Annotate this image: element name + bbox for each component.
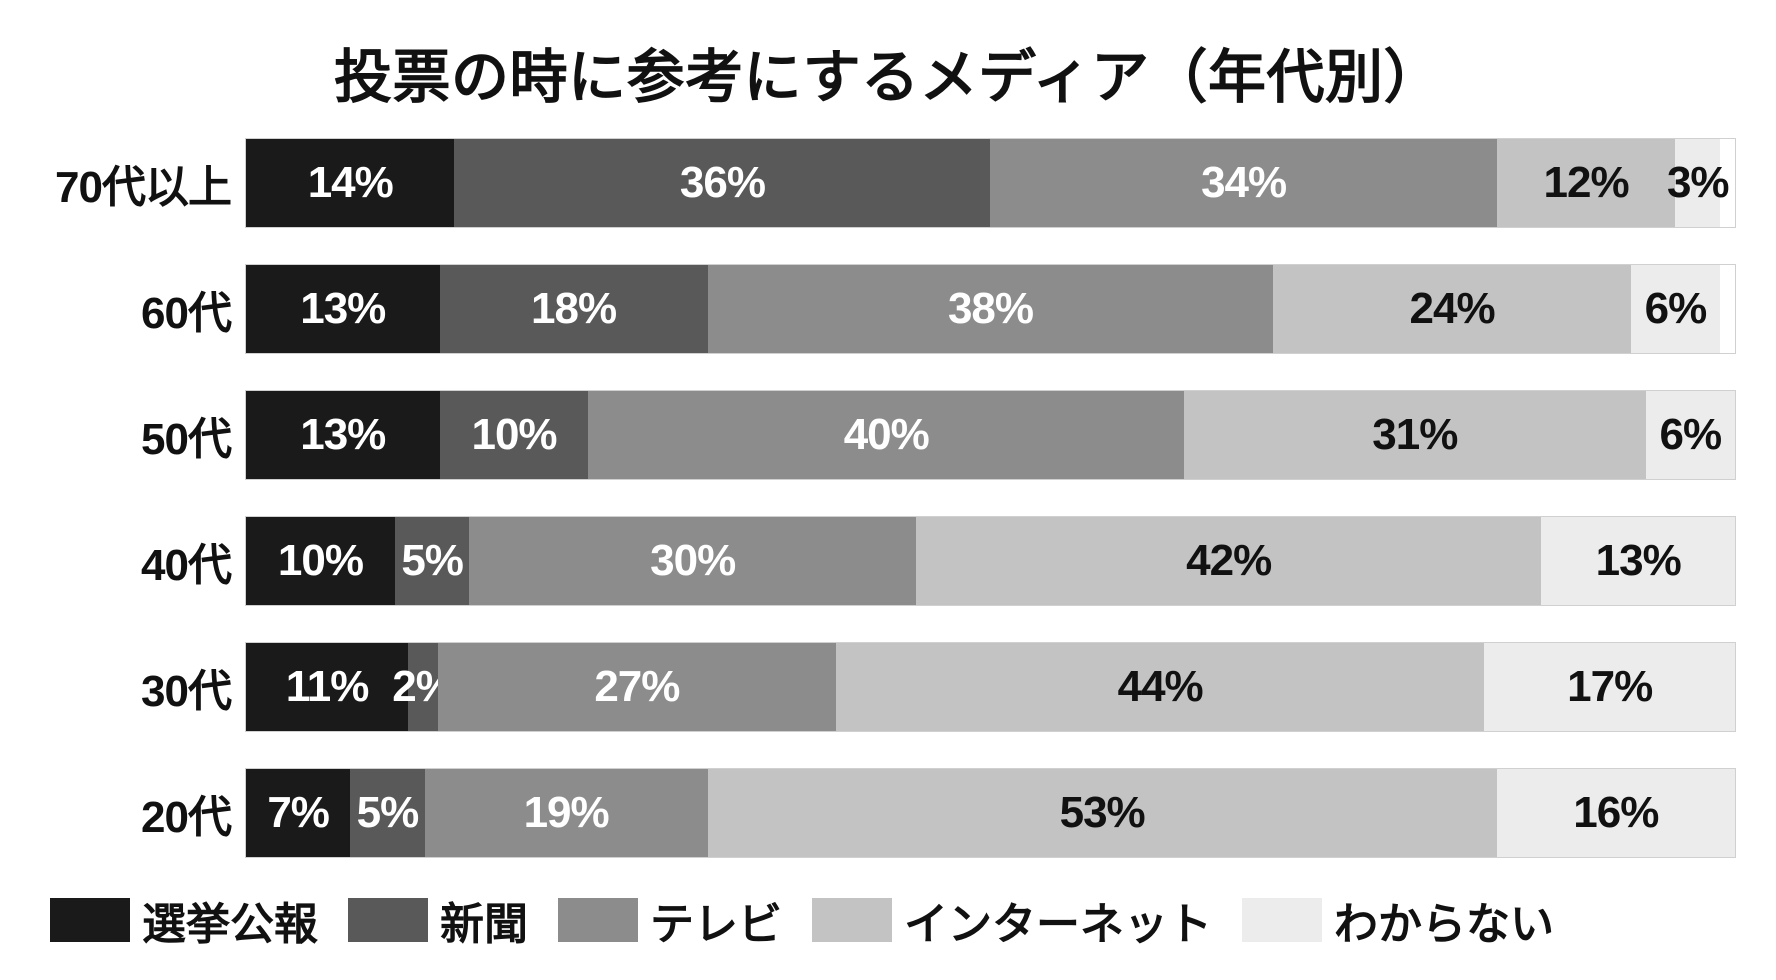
row-label: 50代 [50, 403, 245, 467]
bar-segment-newspaper: 18% [440, 265, 708, 353]
segment-value: 53% [1060, 788, 1145, 838]
chart-legend: 選挙公報 新聞 テレビ インターネット わからない [50, 888, 1736, 952]
legend-item-newspaper: 新聞 [348, 888, 528, 952]
segment-value: 30% [650, 536, 735, 586]
bar-segment-dont_know: 3% [1675, 139, 1720, 227]
legend-item-television: テレビ [558, 888, 782, 952]
chart-row: 30代 11% 2% 27% 44% 17% [50, 642, 1736, 732]
stacked-bar: 7% 5% 19% 53% 16% [245, 768, 1736, 858]
bar-segment-election_bulletin: 7% [246, 769, 350, 857]
bar-segment-internet: 12% [1497, 139, 1676, 227]
chart-row: 60代 13% 18% 38% 24% 6% [50, 264, 1736, 354]
segment-value: 19% [524, 788, 609, 838]
bar-segment-internet: 42% [916, 517, 1541, 605]
legend-label: テレビ [650, 888, 782, 952]
bar-segment-election_bulletin: 11% [246, 643, 408, 731]
segment-value: 3% [1667, 158, 1729, 208]
bar-segment-election_bulletin: 10% [246, 517, 395, 605]
row-label: 60代 [50, 277, 245, 341]
segment-value: 27% [594, 662, 679, 712]
legend-swatch [558, 898, 638, 942]
legend-label: 新聞 [440, 888, 528, 952]
segment-value: 40% [844, 410, 929, 460]
segment-value: 34% [1201, 158, 1286, 208]
legend-label: 選挙公報 [142, 888, 318, 952]
chart-row: 20代 7% 5% 19% 53% 16% [50, 768, 1736, 858]
bar-segment-television: 27% [438, 643, 836, 731]
bar-segment-dont_know: 6% [1631, 265, 1720, 353]
bar-segment-internet: 44% [836, 643, 1485, 731]
stacked-bar: 14% 36% 34% 12% 3% [245, 138, 1736, 228]
bar-segment-television: 38% [708, 265, 1274, 353]
segment-value: 12% [1544, 158, 1629, 208]
legend-swatch [812, 898, 892, 942]
stacked-bar: 13% 18% 38% 24% 6% [245, 264, 1736, 354]
bar-segment-television: 19% [425, 769, 708, 857]
bar-segment-newspaper: 10% [440, 391, 589, 479]
segment-value: 5% [401, 536, 463, 586]
segment-value: 10% [471, 410, 556, 460]
segment-value: 10% [278, 536, 363, 586]
bar-segment-dont_know: 16% [1497, 769, 1735, 857]
bar-segment-election_bulletin: 13% [246, 265, 440, 353]
segment-value: 17% [1567, 662, 1652, 712]
row-label: 70代以上 [50, 151, 245, 215]
bar-segment-election_bulletin: 13% [246, 391, 440, 479]
bar-segment-newspaper: 2% [408, 643, 438, 731]
bar-segment-internet: 31% [1184, 391, 1646, 479]
chart-row: 50代 13% 10% 40% 31% 6% [50, 390, 1736, 480]
legend-item-internet: インターネット [812, 888, 1212, 952]
chart-rows: 70代以上14%36%34%12%3%60代13%18%38%24%6%50代1… [50, 138, 1736, 858]
segment-value: 24% [1410, 284, 1495, 334]
bar-segment-internet: 53% [708, 769, 1497, 857]
legend-item-election_bulletin: 選挙公報 [50, 888, 318, 952]
stacked-bar: 11% 2% 27% 44% 17% [245, 642, 1736, 732]
segment-value: 11% [286, 662, 369, 712]
legend-swatch [348, 898, 428, 942]
bar-segment-television: 30% [469, 517, 916, 605]
segment-value: 18% [531, 284, 616, 334]
segment-value: 6% [1659, 410, 1721, 460]
bar-segment-internet: 24% [1273, 265, 1630, 353]
bar-segment-election_bulletin: 14% [246, 139, 454, 227]
segment-value: 44% [1118, 662, 1203, 712]
segment-value: 36% [680, 158, 765, 208]
bar-segment-dont_know: 13% [1541, 517, 1735, 605]
segment-value: 13% [1596, 536, 1681, 586]
segment-value: 13% [300, 410, 385, 460]
segment-value: 7% [267, 788, 329, 838]
legend-swatch [50, 898, 130, 942]
bar-segment-television: 34% [990, 139, 1496, 227]
bar-segment-newspaper: 5% [395, 517, 469, 605]
legend-label: わからない [1334, 888, 1554, 952]
segment-value: 16% [1573, 788, 1658, 838]
segment-value: 6% [1645, 284, 1707, 334]
bar-segment-newspaper: 36% [454, 139, 990, 227]
chart-row: 70代以上 14% 36% 34% 12% 3% [50, 138, 1736, 228]
stacked-bar: 13% 10% 40% 31% 6% [245, 390, 1736, 480]
segment-value: 14% [308, 158, 393, 208]
chart-title: 投票の時に参考にするメディア（年代別） [40, 30, 1736, 114]
row-label: 20代 [50, 781, 245, 845]
segment-value: 38% [948, 284, 1033, 334]
stacked-bar: 10% 5% 30% 42% 13% [245, 516, 1736, 606]
segment-value: 5% [357, 788, 419, 838]
legend-label: インターネット [904, 888, 1212, 952]
segment-value: 42% [1186, 536, 1271, 586]
legend-swatch [1242, 898, 1322, 942]
row-label: 30代 [50, 655, 245, 719]
stacked-bar-chart: 投票の時に参考にするメディア（年代別） 70代以上 14% 36% 34% 12% 3% 6… [0, 0, 1776, 980]
segment-value: 31% [1372, 410, 1457, 460]
chart-row: 40代 10% 5% 30% 42% 13% [50, 516, 1736, 606]
bar-segment-newspaper: 5% [350, 769, 424, 857]
segment-value: 13% [300, 284, 385, 334]
bar-segment-dont_know: 17% [1484, 643, 1735, 731]
bar-segment-dont_know: 6% [1646, 391, 1735, 479]
legend-item-dont_know: わからない [1242, 888, 1554, 952]
row-label: 40代 [50, 529, 245, 593]
bar-segment-television: 40% [588, 391, 1184, 479]
